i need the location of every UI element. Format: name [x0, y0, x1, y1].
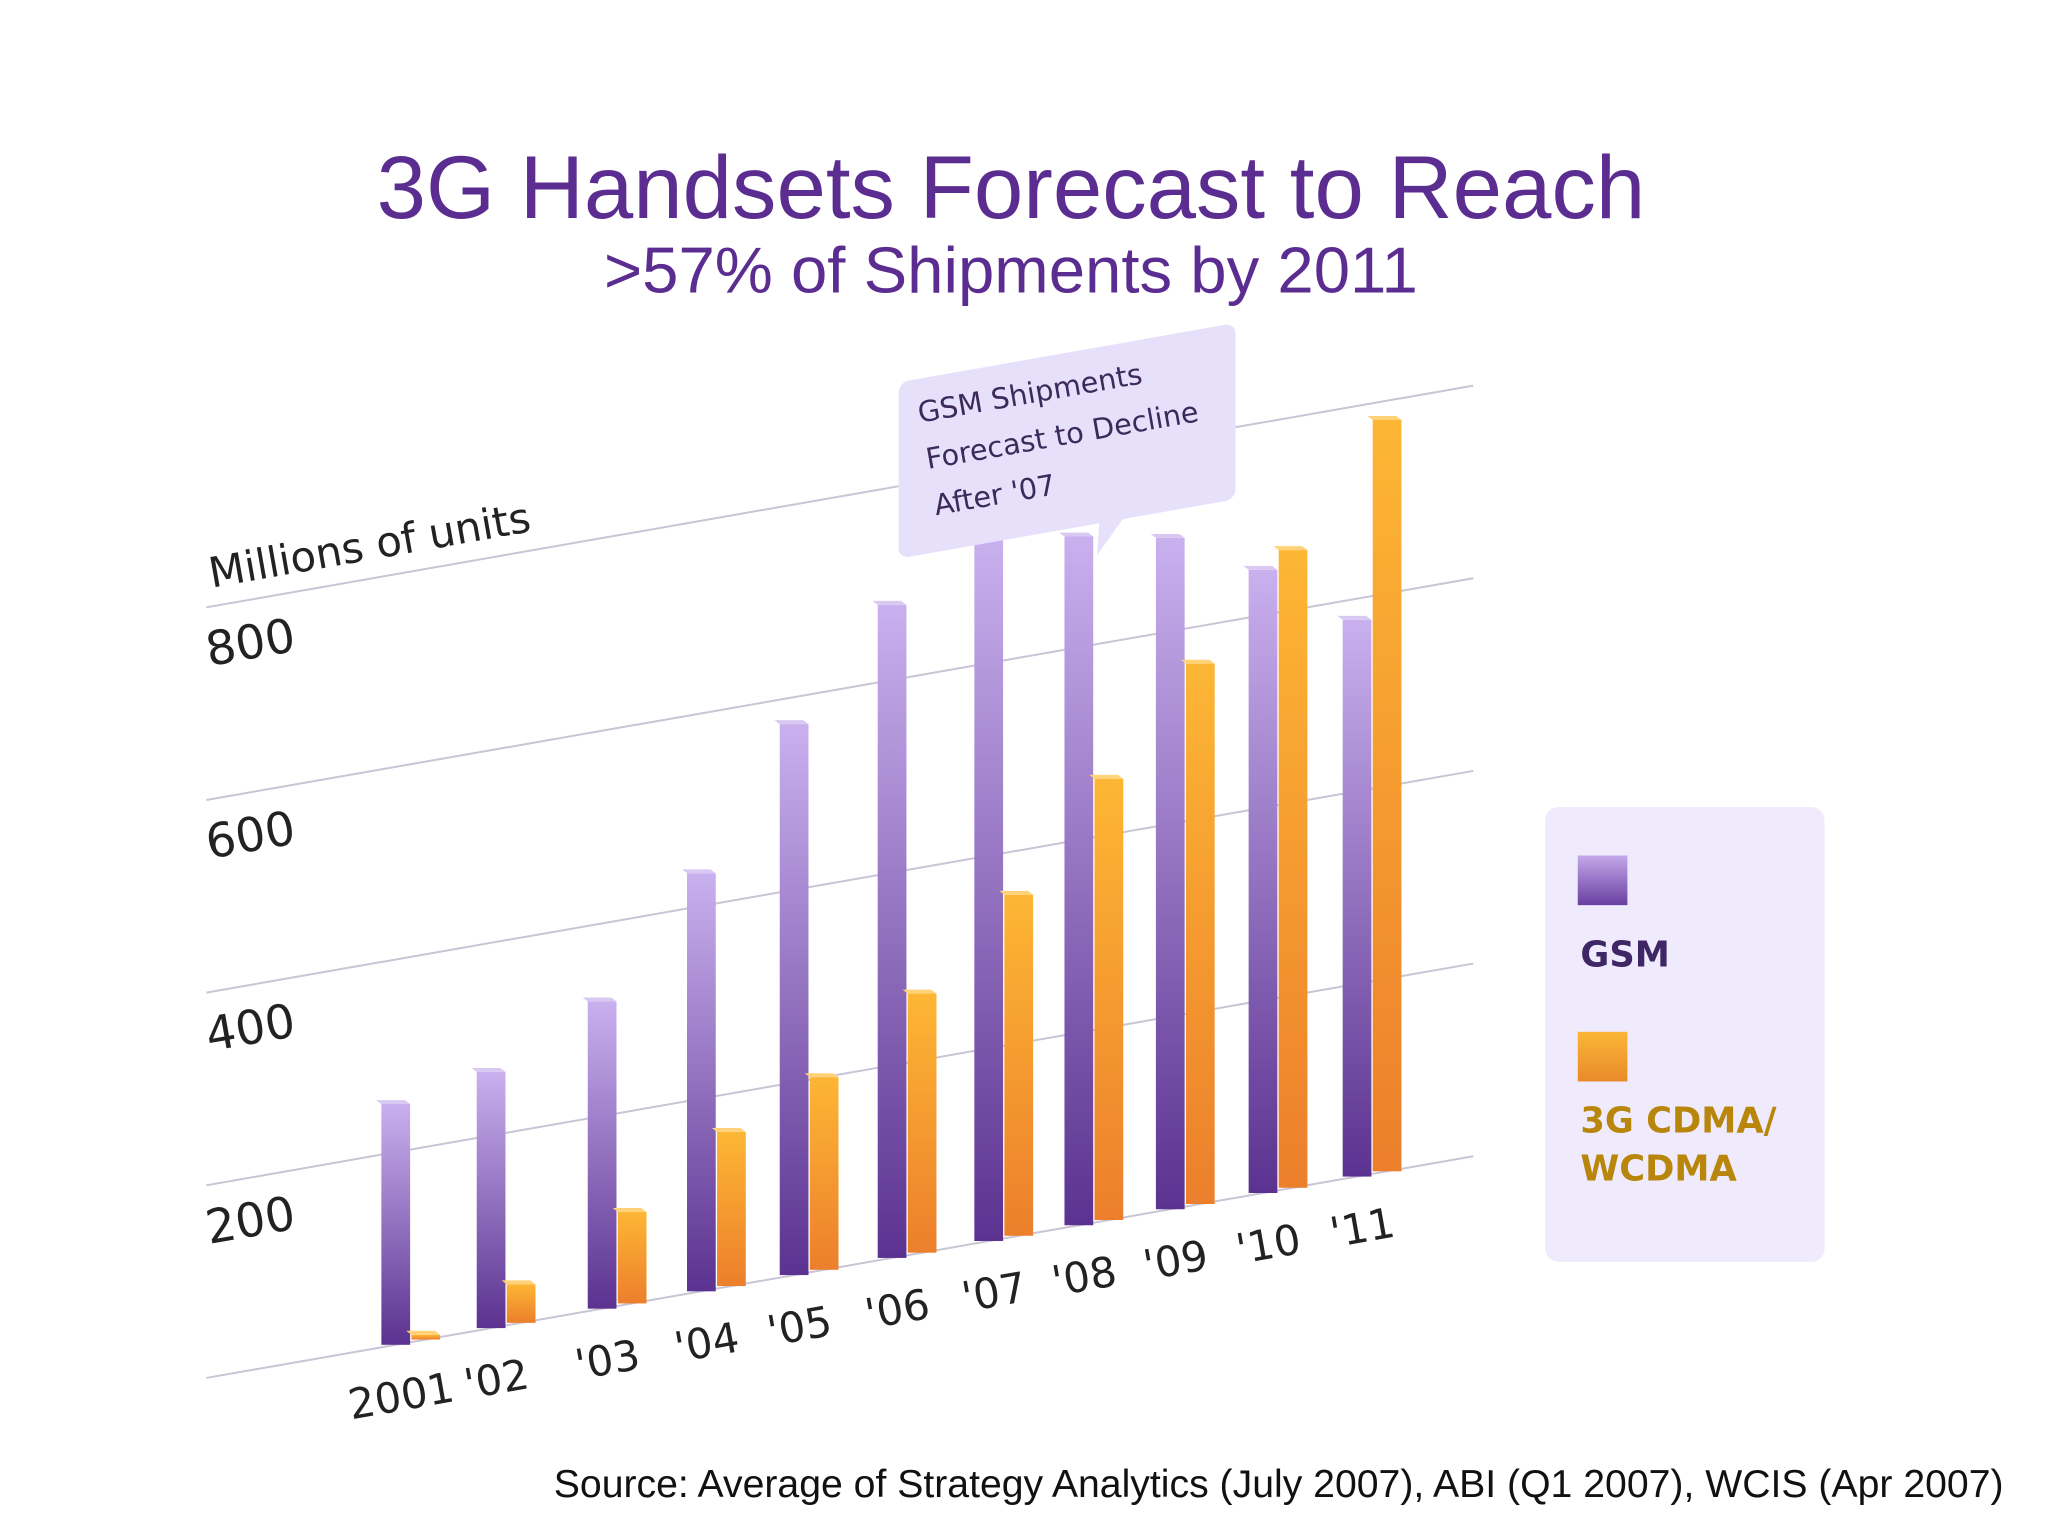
y-tick-label: 600 — [202, 801, 300, 871]
bar-3g-top — [999, 890, 1034, 895]
bar-gsm — [381, 1103, 411, 1345]
bar-gsm-top — [1243, 565, 1278, 570]
gridline — [206, 384, 1474, 609]
bar-3g — [907, 993, 937, 1253]
bar-3g — [411, 1334, 441, 1340]
legend: GSM 3G CDMA/ WCDMA — [1545, 807, 1825, 1262]
bar-3g — [1278, 550, 1308, 1188]
x-tick-label: '04 — [671, 1313, 743, 1372]
x-tick-label: '03 — [571, 1330, 643, 1389]
source-note: Source: Average of Strategy Analytics (J… — [553, 1462, 2004, 1506]
x-tick-label: '07 — [958, 1262, 1030, 1321]
y-tick-label: 400 — [202, 993, 300, 1063]
bar-gsm-top — [681, 869, 716, 874]
bar-gsm — [1248, 569, 1278, 1194]
bar-gsm-top — [471, 1067, 506, 1072]
bar-3g-top — [406, 1330, 441, 1335]
bar-3g — [1094, 778, 1124, 1220]
bar-3g-top — [902, 989, 937, 994]
bar-3g — [1372, 419, 1402, 1172]
x-tick-label: '09 — [1139, 1231, 1211, 1290]
bar-3g-top — [1180, 659, 1215, 664]
bar-3g — [506, 1284, 536, 1323]
bar-gsm — [1155, 537, 1185, 1210]
legend-label-cdma-1: 3G CDMA/ — [1580, 1101, 1777, 1142]
bar-gsm-top — [1150, 533, 1185, 538]
bar-gsm-top — [1337, 615, 1372, 620]
x-tick-label: 2001 — [344, 1362, 457, 1429]
bar-gsm — [476, 1071, 506, 1329]
bar-3g-top — [711, 1128, 746, 1132]
chart-subtitle: >57% of Shipments by 2011 — [603, 233, 1418, 307]
bar-gsm — [587, 1001, 617, 1309]
gridline — [206, 1155, 1474, 1379]
bar-gsm — [687, 873, 716, 1292]
bar-gsm-top — [872, 600, 907, 605]
y-axis-label: Millions of units — [205, 493, 534, 598]
bar-gsm — [974, 539, 1004, 1242]
bar-3g-top — [1273, 546, 1308, 551]
bar-gsm — [877, 604, 907, 1258]
bar-3g — [1185, 663, 1215, 1204]
bar-3g-top — [1089, 774, 1124, 779]
bar-gsm-top — [774, 720, 809, 725]
legend-label-cdma-2: WCDMA — [1580, 1149, 1737, 1190]
x-tick-label: '10 — [1232, 1214, 1304, 1273]
y-tick-label: 800 — [202, 608, 300, 678]
bar-3g — [809, 1077, 839, 1270]
x-tick-label: '02 — [460, 1349, 532, 1408]
bar-gsm-top — [1059, 532, 1094, 537]
bar-gsm-top — [582, 997, 617, 1002]
chart-title: 3G Handsets Forecast to Reach — [376, 138, 1646, 238]
bar-gsm — [779, 724, 809, 1276]
legend-swatch-gsm — [1577, 855, 1628, 906]
y-tick-label: 200 — [202, 1186, 300, 1256]
x-tick-label: '11 — [1326, 1198, 1398, 1257]
legend-label-gsm: GSM — [1580, 935, 1670, 976]
bar-3g — [717, 1131, 746, 1287]
bar-3g-top — [1367, 416, 1402, 420]
bar-3g — [1004, 894, 1034, 1236]
x-tick-label: '05 — [763, 1296, 835, 1355]
bar-3g-top — [612, 1207, 647, 1212]
x-tick-label: '08 — [1048, 1247, 1120, 1306]
bar-gsm — [1342, 619, 1372, 1177]
legend-swatch-cdma — [1577, 1031, 1628, 1082]
x-tick-label: '06 — [861, 1279, 933, 1338]
bar-3g — [617, 1211, 647, 1304]
bar-3g-top — [501, 1280, 536, 1285]
bar-gsm — [1064, 536, 1094, 1226]
bar-3g-top — [804, 1073, 839, 1078]
bar-gsm-top — [376, 1100, 411, 1104]
